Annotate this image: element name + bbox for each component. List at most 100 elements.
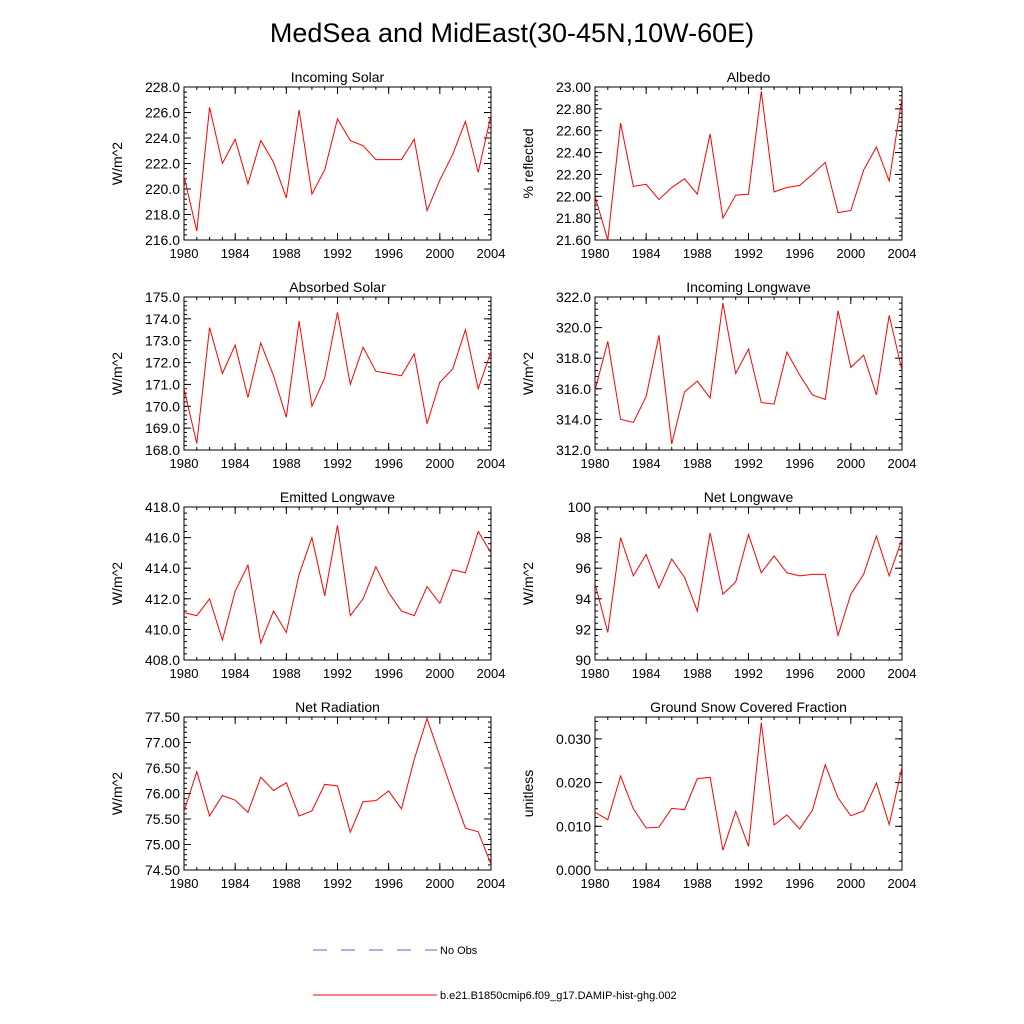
panels: Incoming Solar W/m^2 1980 1984 1988 1992 1996 2…	[109, 69, 916, 891]
y-tick-label: 0.030	[556, 731, 591, 747]
panel-title: Net Radiation	[295, 699, 380, 715]
panel-title: Incoming Longwave	[686, 279, 811, 295]
x-tick-label: 1984	[632, 456, 661, 471]
x-tick-label: 2004	[477, 876, 506, 891]
y-tick-label: 76.00	[145, 786, 180, 802]
plot-frame	[594, 296, 903, 451]
x-tick-label: 2004	[888, 246, 917, 261]
x-tick-label: 1992	[323, 456, 352, 471]
x-tick-label: 2000	[836, 456, 865, 471]
y-tick-label: 22.00	[556, 188, 591, 204]
y-tick-label: 75.50	[145, 811, 180, 827]
x-tick-label: 1980	[581, 456, 610, 471]
x-tick-label: 1984	[632, 666, 661, 681]
y-tick-label: 74.50	[145, 862, 180, 878]
x-tick-label: 2000	[425, 666, 454, 681]
x-tick-label: 1980	[170, 666, 199, 681]
panel-title: Albedo	[727, 69, 771, 85]
x-tick-label: 2004	[477, 456, 506, 471]
panel-title: Emitted Longwave	[280, 489, 395, 505]
y-axis-label: W/m^2	[109, 142, 125, 185]
y-tick-label: 76.50	[145, 760, 180, 776]
y-tick-label: 222.0	[145, 156, 180, 172]
panel-1: Incoming Solar W/m^2 1980 1984 1988 1992 1996 2…	[109, 69, 505, 261]
y-tick-label: 320.0	[556, 320, 591, 336]
x-tick-label: 1992	[734, 246, 763, 261]
x-tick-label: 2000	[836, 876, 865, 891]
x-tick-label: 1984	[221, 246, 250, 261]
y-tick-label: 0.020	[556, 775, 591, 791]
series-line	[184, 312, 491, 444]
x-tick-label: 2000	[425, 456, 454, 471]
panel-2: Albedo % reflected 1980 1984 1988 1992 1996 200…	[520, 69, 916, 261]
y-tick-label: 0.010	[556, 818, 591, 834]
x-tick-label: 1992	[734, 456, 763, 471]
y-tick-label: 22.80	[556, 101, 591, 117]
x-tick-label: 1996	[374, 666, 403, 681]
x-tick-label: 1984	[221, 456, 250, 471]
series-line	[184, 717, 491, 865]
x-tick-label: 1996	[374, 456, 403, 471]
x-tick-label: 1988	[272, 876, 301, 891]
y-tick-label: 220.0	[145, 181, 180, 197]
figure-title: MedSea and MidEast(30-45N,10W-60E)	[270, 18, 754, 48]
x-tick-label: 1996	[785, 666, 814, 681]
x-tick-label: 1980	[170, 246, 199, 261]
y-tick-label: 170.0	[145, 398, 180, 414]
x-tick-label: 1988	[683, 456, 712, 471]
panel-title: Net Longwave	[704, 489, 794, 505]
panel-5: Emitted Longwave W/m^2 1980 1984 1988 1992 199…	[109, 489, 505, 681]
x-tick-label: 1992	[323, 246, 352, 261]
y-tick-label: 228.0	[145, 79, 180, 95]
series-line	[595, 532, 902, 638]
y-tick-label: 90	[575, 652, 591, 668]
y-axis-label: W/m^2	[520, 352, 536, 395]
series-line	[184, 525, 491, 646]
x-tick-label: 2004	[888, 876, 917, 891]
legend-label-no-obs: No Obs	[440, 945, 478, 957]
series-line	[595, 303, 902, 444]
panel-4: Incoming Longwave W/m^2 1980 1984 1988 1992 19…	[520, 279, 916, 471]
x-tick-label: 1984	[632, 246, 661, 261]
y-axis-label: W/m^2	[109, 562, 125, 605]
x-tick-label: 2004	[477, 246, 506, 261]
series-line	[595, 91, 902, 240]
x-tick-label: 1996	[785, 456, 814, 471]
y-tick-label: 171.0	[145, 376, 180, 392]
y-tick-label: 172.0	[145, 355, 180, 371]
x-tick-label: 1988	[683, 876, 712, 891]
y-tick-label: 416.0	[145, 530, 180, 546]
y-tick-label: 218.0	[145, 207, 180, 223]
plot-frame	[594, 506, 903, 661]
legend: No Obs b.e21.B1850cmip6.f09_g17.DAMIP-hi…	[313, 945, 677, 1002]
y-tick-label: 224.0	[145, 130, 180, 146]
x-tick-label: 1988	[272, 246, 301, 261]
y-tick-label: 22.60	[556, 123, 591, 139]
y-tick-label: 22.40	[556, 145, 591, 161]
y-tick-label: 22.20	[556, 166, 591, 182]
x-tick-label: 1992	[734, 666, 763, 681]
x-tick-label: 1980	[170, 456, 199, 471]
y-tick-label: 75.00	[145, 837, 180, 853]
x-tick-label: 1996	[374, 246, 403, 261]
x-tick-label: 1992	[323, 666, 352, 681]
y-tick-label: 77.00	[145, 735, 180, 751]
y-tick-label: 94	[575, 591, 591, 607]
y-tick-label: 173.0	[145, 333, 180, 349]
panel-3: Absorbed Solar W/m^2 1980 1984 1988 1992 1996 2…	[109, 279, 505, 471]
y-tick-label: 226.0	[145, 105, 180, 121]
x-tick-label: 1988	[272, 666, 301, 681]
x-tick-label: 2000	[836, 666, 865, 681]
y-tick-label: 318.0	[556, 350, 591, 366]
x-tick-label: 1996	[374, 876, 403, 891]
x-tick-label: 1984	[221, 876, 250, 891]
x-tick-label: 1984	[632, 876, 661, 891]
y-tick-label: 168.0	[145, 442, 180, 458]
panel-8: Ground Snow Covered Fraction unitless 1980…	[520, 699, 916, 891]
y-axis-label: % reflected	[520, 128, 536, 198]
y-tick-label: 100	[568, 499, 592, 515]
x-tick-label: 1988	[272, 456, 301, 471]
y-tick-label: 21.80	[556, 210, 591, 226]
